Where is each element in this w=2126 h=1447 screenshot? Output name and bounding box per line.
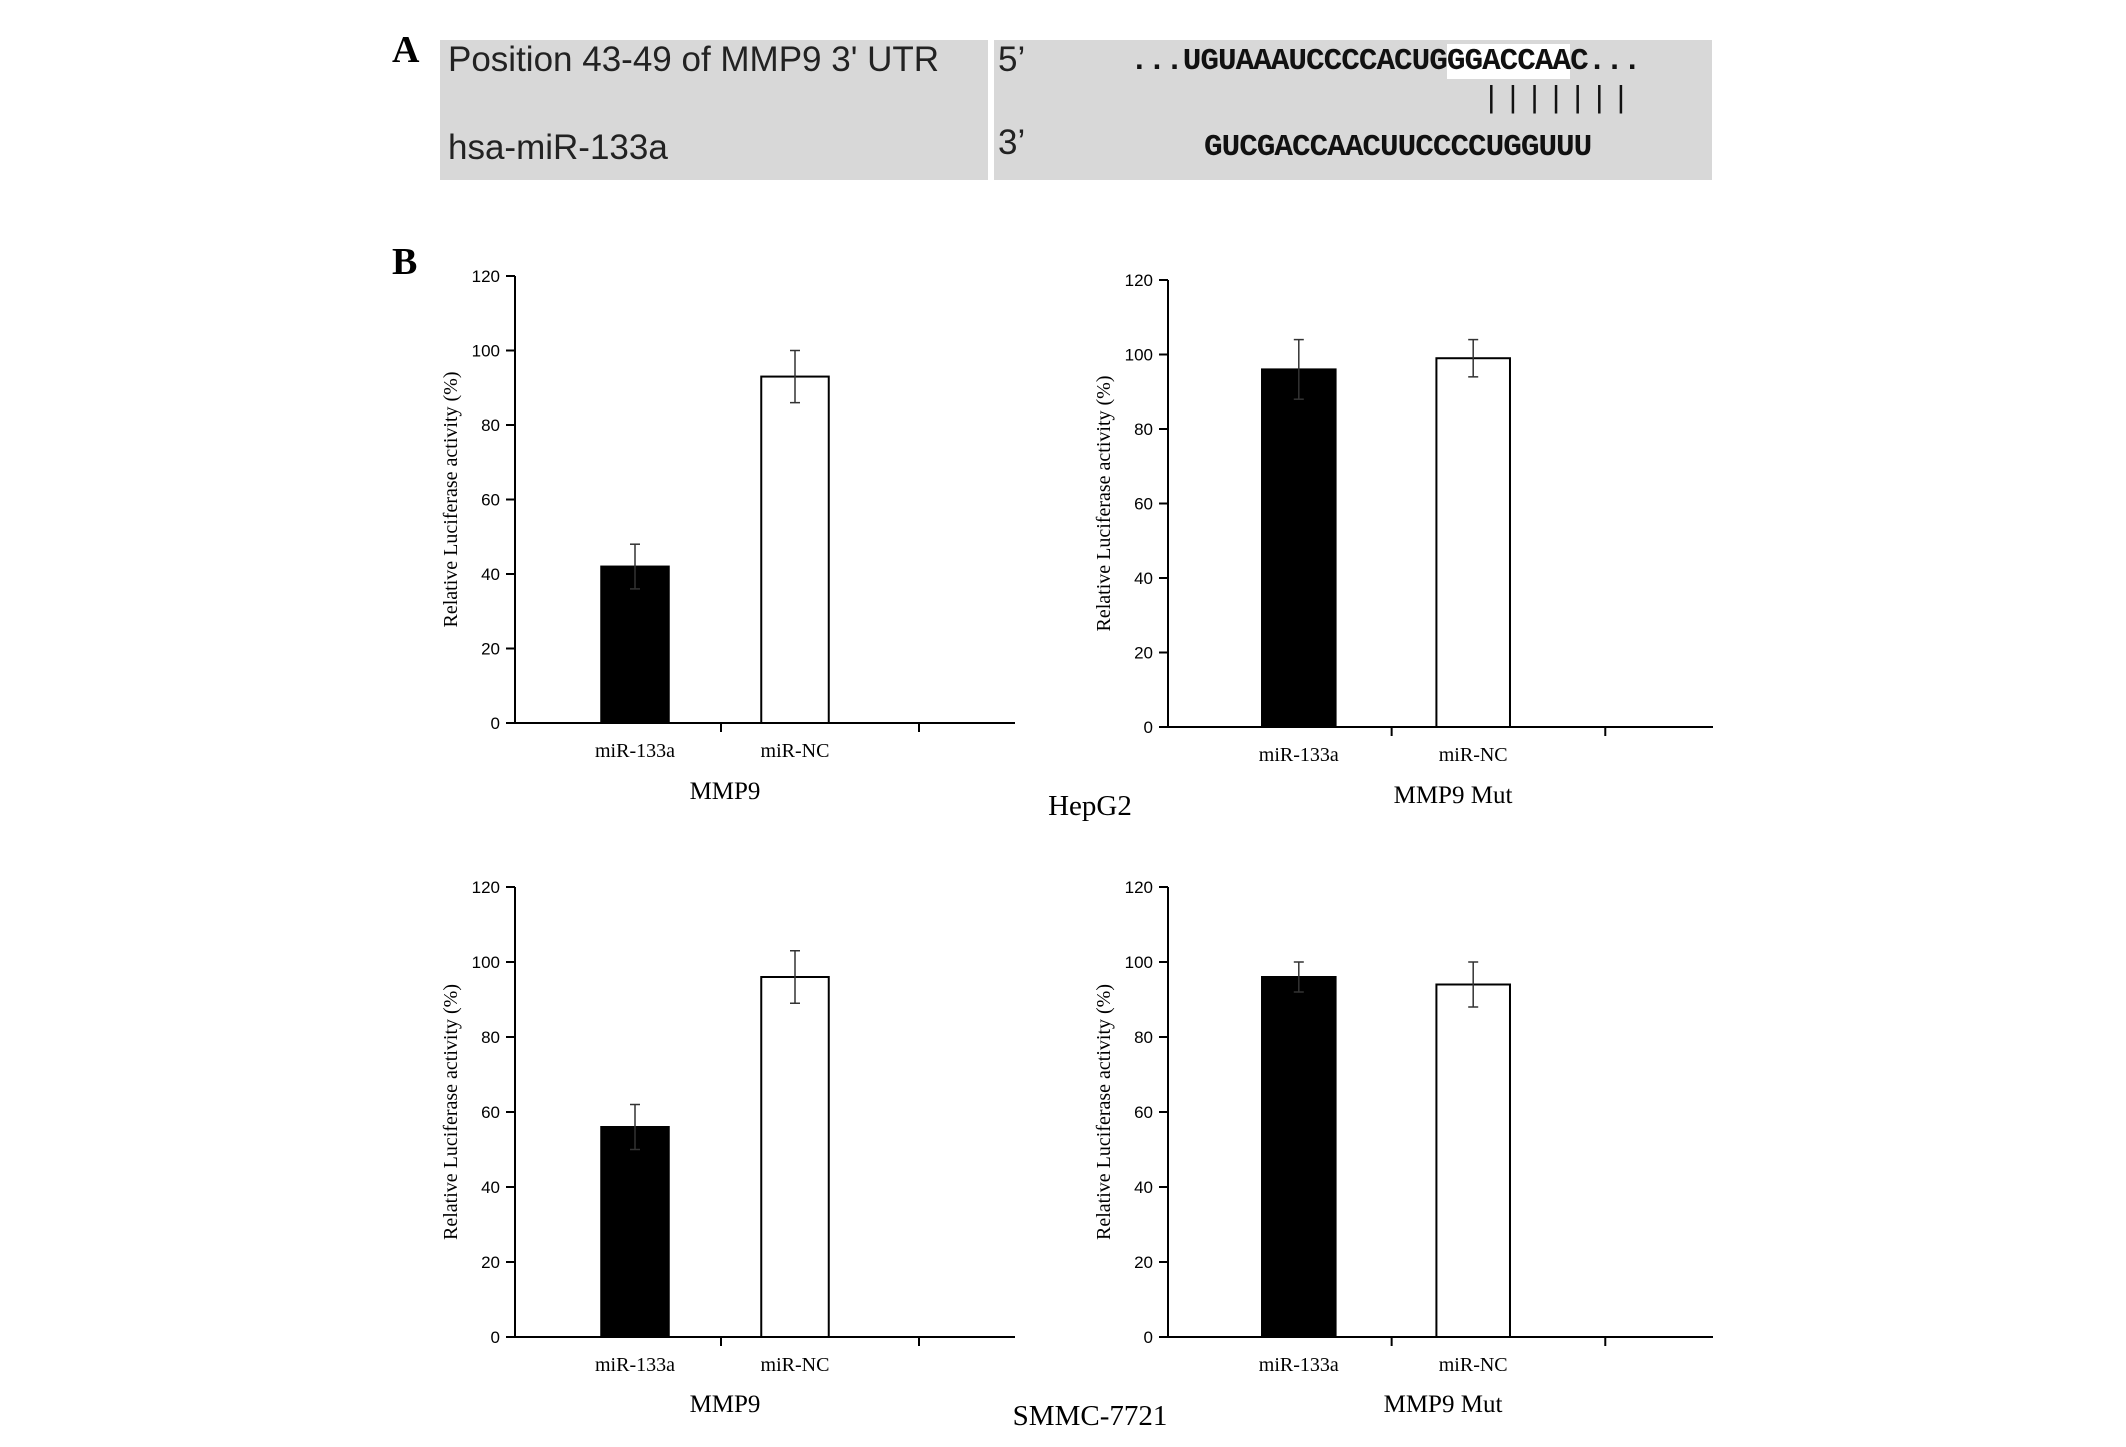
- utr-sequence-suffix: C...: [1570, 44, 1641, 79]
- utr-sequence: ...UGUAAAUCCCCACUGGGACCAAC...: [1130, 44, 1642, 79]
- y-tick-label: 80: [481, 1028, 500, 1047]
- y-tick-label: 60: [1134, 1103, 1153, 1122]
- panel-label-a: A: [392, 29, 420, 71]
- category-label: miR-133a: [1259, 1354, 1339, 1376]
- y-tick-label: 40: [481, 565, 500, 584]
- y-tick-label: 120: [472, 878, 500, 897]
- bar-mir-nc: [760, 375, 830, 724]
- seed-pairing-lines: |||||||: [1482, 82, 1634, 117]
- y-tick-label: 80: [481, 416, 500, 435]
- chart-smmc-mmp9: 0 20 40 60 80 100 120 miR-133a miR-NC Relative Lu…: [440, 878, 1015, 1447]
- x-axis-label: MMP9 Mut: [1383, 1391, 1503, 1418]
- y-tick-label: 20: [481, 640, 500, 659]
- y-tick-label: 100: [1125, 953, 1153, 972]
- y-tick-label: 100: [1125, 346, 1153, 365]
- y-tick-label: 60: [1134, 495, 1153, 514]
- y-tick-label: 0: [1144, 718, 1153, 737]
- mirna-name-label: hsa-miR-133a: [448, 128, 668, 167]
- category-label: miR-133a: [1259, 744, 1339, 766]
- y-tick-label: 40: [1134, 1178, 1153, 1197]
- y-axis-label: Relative Luciferase activity (%): [440, 984, 462, 1240]
- y-tick-label: 20: [481, 1253, 500, 1272]
- cell-line-label-smmc7721: SMMC-7721: [1012, 1400, 1168, 1432]
- bar-mir-nc: [1435, 983, 1511, 1338]
- y-tick-label: 20: [1134, 1253, 1153, 1272]
- category-label: miR-NC: [1439, 744, 1508, 766]
- y-tick-label: 40: [481, 1178, 500, 1197]
- chart-plot-area: 0 20 40 60 80 100 120 miR-133a miR-NC Relative Lu…: [440, 878, 1015, 1376]
- chart-hepg2-mmp9-mut: 0 20 40 60 80 100 120 miR-133a miR-NC Relative Lu…: [1093, 271, 1713, 837]
- utr-end-label: 5’: [998, 40, 1026, 79]
- y-tick-label: 120: [1125, 271, 1153, 290]
- y-axis-label: Relative Luciferase activity (%): [1093, 376, 1115, 632]
- y-axis-label: Relative Luciferase activity (%): [440, 372, 462, 628]
- y-tick-label: 120: [472, 267, 500, 286]
- y-tick-label: 100: [472, 342, 500, 361]
- y-tick-label: 0: [491, 1328, 500, 1347]
- bar-mir-133a: [600, 1126, 670, 1338]
- alignment-labels-box: Position 43-49 of MMP9 3' UTR hsa-miR-13…: [440, 40, 988, 180]
- mirna-end-label: 3’: [998, 123, 1026, 162]
- y-tick-label: 60: [481, 1103, 500, 1122]
- category-label: miR-NC: [761, 740, 830, 762]
- chart-hepg2-mmp9: 0 20 40 60 80 100 120 miR-133a miR-NC Relative Lu…: [440, 267, 1015, 833]
- y-tick-label: 0: [491, 714, 500, 733]
- y-axis-label: Relative Luciferase activity (%): [1093, 984, 1115, 1240]
- category-label: miR-NC: [761, 1354, 830, 1376]
- bar-mir-133a: [1261, 976, 1337, 1338]
- cell-line-label-hepg2: HepG2: [1048, 790, 1132, 822]
- y-tick-label: 120: [1125, 878, 1153, 897]
- y-tick-label: 40: [1134, 569, 1153, 588]
- x-axis-label: MMP9: [689, 1391, 761, 1418]
- bar-mir-133a: [600, 565, 670, 724]
- category-label: miR-NC: [1439, 1354, 1508, 1376]
- bar-mir-133a: [1261, 368, 1337, 729]
- y-tick-label: 80: [1134, 420, 1153, 439]
- alignment-sequence-box: 5’ 3’ ...UGUAAAUCCCCACUGGGACCAAC... ||||…: [994, 40, 1712, 180]
- bar-mir-nc: [760, 976, 830, 1338]
- chart-plot-area: 0 20 40 60 80 100 120 miR-133a miR-NC Relative Lu…: [1093, 271, 1713, 766]
- mirna-sequence: GUCGACCAACUUCCCCUGGUUU: [1204, 130, 1592, 165]
- chart-plot-area: 0 20 40 60 80 100 120 miR-133a miR-NC Relative Lu…: [440, 267, 1015, 762]
- category-label: miR-133a: [595, 1354, 675, 1376]
- utr-seed-match: GGACCAA: [1446, 44, 1571, 79]
- y-tick-label: 20: [1134, 644, 1153, 663]
- y-tick-label: 0: [1144, 1328, 1153, 1347]
- chart-smmc-mmp9-mut: 0 20 40 60 80 100 120 miR-133a miR-NC Relative Lu…: [1093, 878, 1713, 1447]
- y-tick-label: 100: [472, 953, 500, 972]
- x-axis-label: MMP9 Mut: [1393, 782, 1513, 809]
- utr-sequence-prefix: ...UGUAAAUCCCCACUG: [1130, 44, 1448, 79]
- panel-label-b: B: [392, 241, 418, 283]
- x-axis-label: MMP9: [689, 778, 761, 805]
- chart-plot-area: 0 20 40 60 80 100 120 miR-133a miR-NC Relative Lu…: [1093, 878, 1713, 1376]
- y-tick-label: 60: [481, 491, 500, 510]
- category-label: miR-133a: [595, 740, 675, 762]
- bar-mir-nc: [1435, 357, 1511, 728]
- utr-position-label: Position 43-49 of MMP9 3' UTR: [448, 40, 940, 79]
- y-tick-label: 80: [1134, 1028, 1153, 1047]
